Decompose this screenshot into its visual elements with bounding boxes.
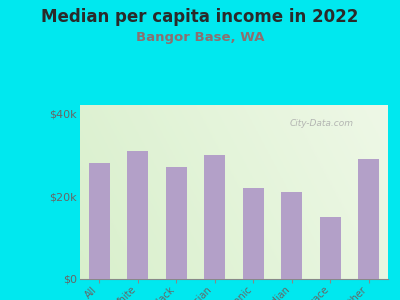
Bar <box>204 155 225 279</box>
Bar <box>281 192 302 279</box>
Bar <box>358 159 379 279</box>
Text: Median per capita income in 2022: Median per capita income in 2022 <box>41 8 359 26</box>
Text: City-Data.com: City-Data.com <box>290 119 354 128</box>
Bar <box>127 151 148 279</box>
Bar <box>89 163 110 279</box>
Bar <box>166 167 187 279</box>
Bar <box>243 188 264 279</box>
Text: Bangor Base, WA: Bangor Base, WA <box>136 32 264 44</box>
Bar <box>320 217 341 279</box>
